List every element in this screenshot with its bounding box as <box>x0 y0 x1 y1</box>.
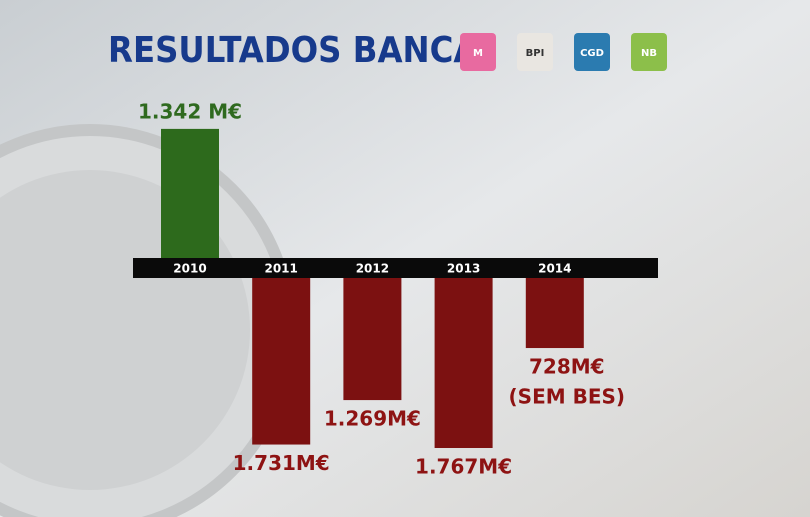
logo <box>574 33 610 71</box>
logo <box>460 33 496 71</box>
bar <box>525 278 584 349</box>
x-tick-label: 2012 <box>356 262 389 276</box>
bar <box>343 278 402 401</box>
logo <box>631 33 667 71</box>
logo <box>517 33 553 71</box>
bar <box>161 128 219 258</box>
x-tick-label: 2014 <box>538 262 571 276</box>
x-tick-label: 2010 <box>173 262 206 276</box>
value-label: 1.731M€ <box>233 451 330 475</box>
value-label: 1.269M€ <box>324 407 421 431</box>
axis-band <box>133 258 658 278</box>
logo-label: NB <box>641 48 657 59</box>
x-tick-label: 2013 <box>447 262 480 276</box>
logo-label: M <box>473 48 483 59</box>
value-label: 728M€ <box>529 355 605 379</box>
x-tick-label: 2011 <box>264 262 297 276</box>
logo-label: BPI <box>526 48 545 59</box>
bar <box>434 278 493 448</box>
value-label: 1.767M€ <box>415 455 512 479</box>
value-label: 1.342 M€ <box>138 99 242 123</box>
chart-title: RESULTADOS BANCA <box>108 30 478 71</box>
bar <box>252 278 311 445</box>
logo-label: CGD <box>580 48 604 59</box>
annotation: (SEM BES) <box>509 385 626 409</box>
